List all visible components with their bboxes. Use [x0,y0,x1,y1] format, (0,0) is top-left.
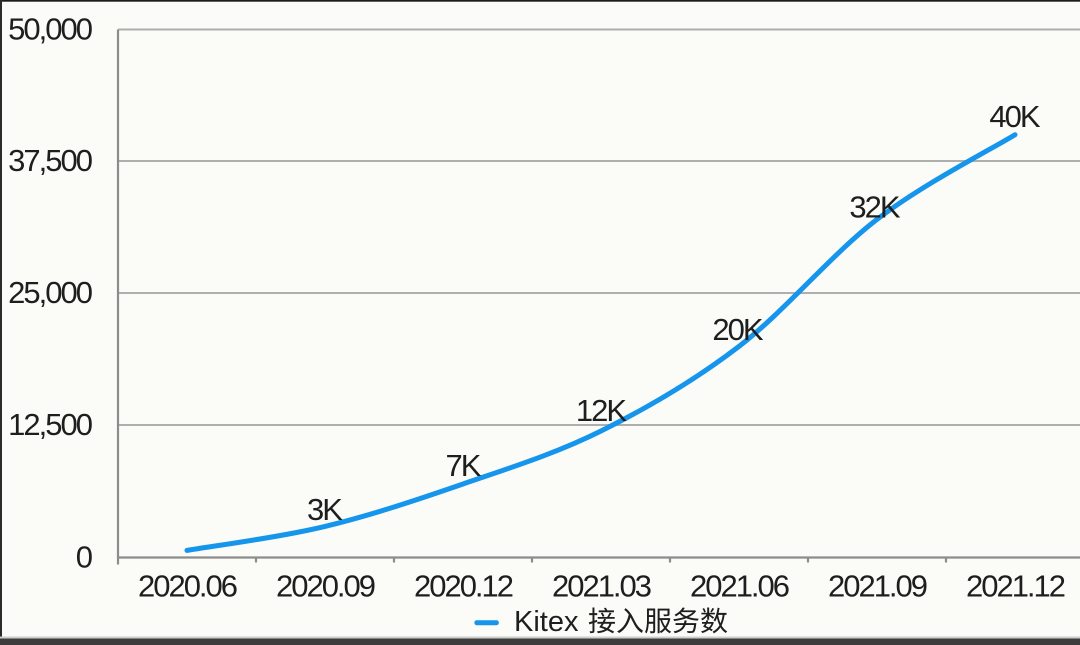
svg-text:2020.12: 2020.12 [414,569,513,604]
svg-text:12,500: 12,500 [8,407,93,442]
svg-text:3K: 3K [307,492,343,527]
svg-text:32K: 32K [849,190,900,225]
svg-text:2020.09: 2020.09 [276,569,375,604]
svg-text:0: 0 [76,540,93,575]
svg-text:7K: 7K [446,448,482,483]
svg-text:2021.12: 2021.12 [966,569,1065,604]
svg-text:50,000: 50,000 [8,12,93,47]
svg-text:25,000: 25,000 [8,275,93,310]
svg-text:40K: 40K [989,99,1040,134]
svg-text:37,500: 37,500 [8,143,93,178]
svg-text:2021.09: 2021.09 [828,569,927,604]
svg-text:2021.06: 2021.06 [690,569,789,604]
svg-text:2020.06: 2020.06 [138,569,237,604]
svg-text:Kitex: Kitex [514,606,579,638]
svg-text:20K: 20K [712,312,763,347]
svg-text:2021.03: 2021.03 [552,569,651,604]
svg-text:12K: 12K [576,393,627,428]
